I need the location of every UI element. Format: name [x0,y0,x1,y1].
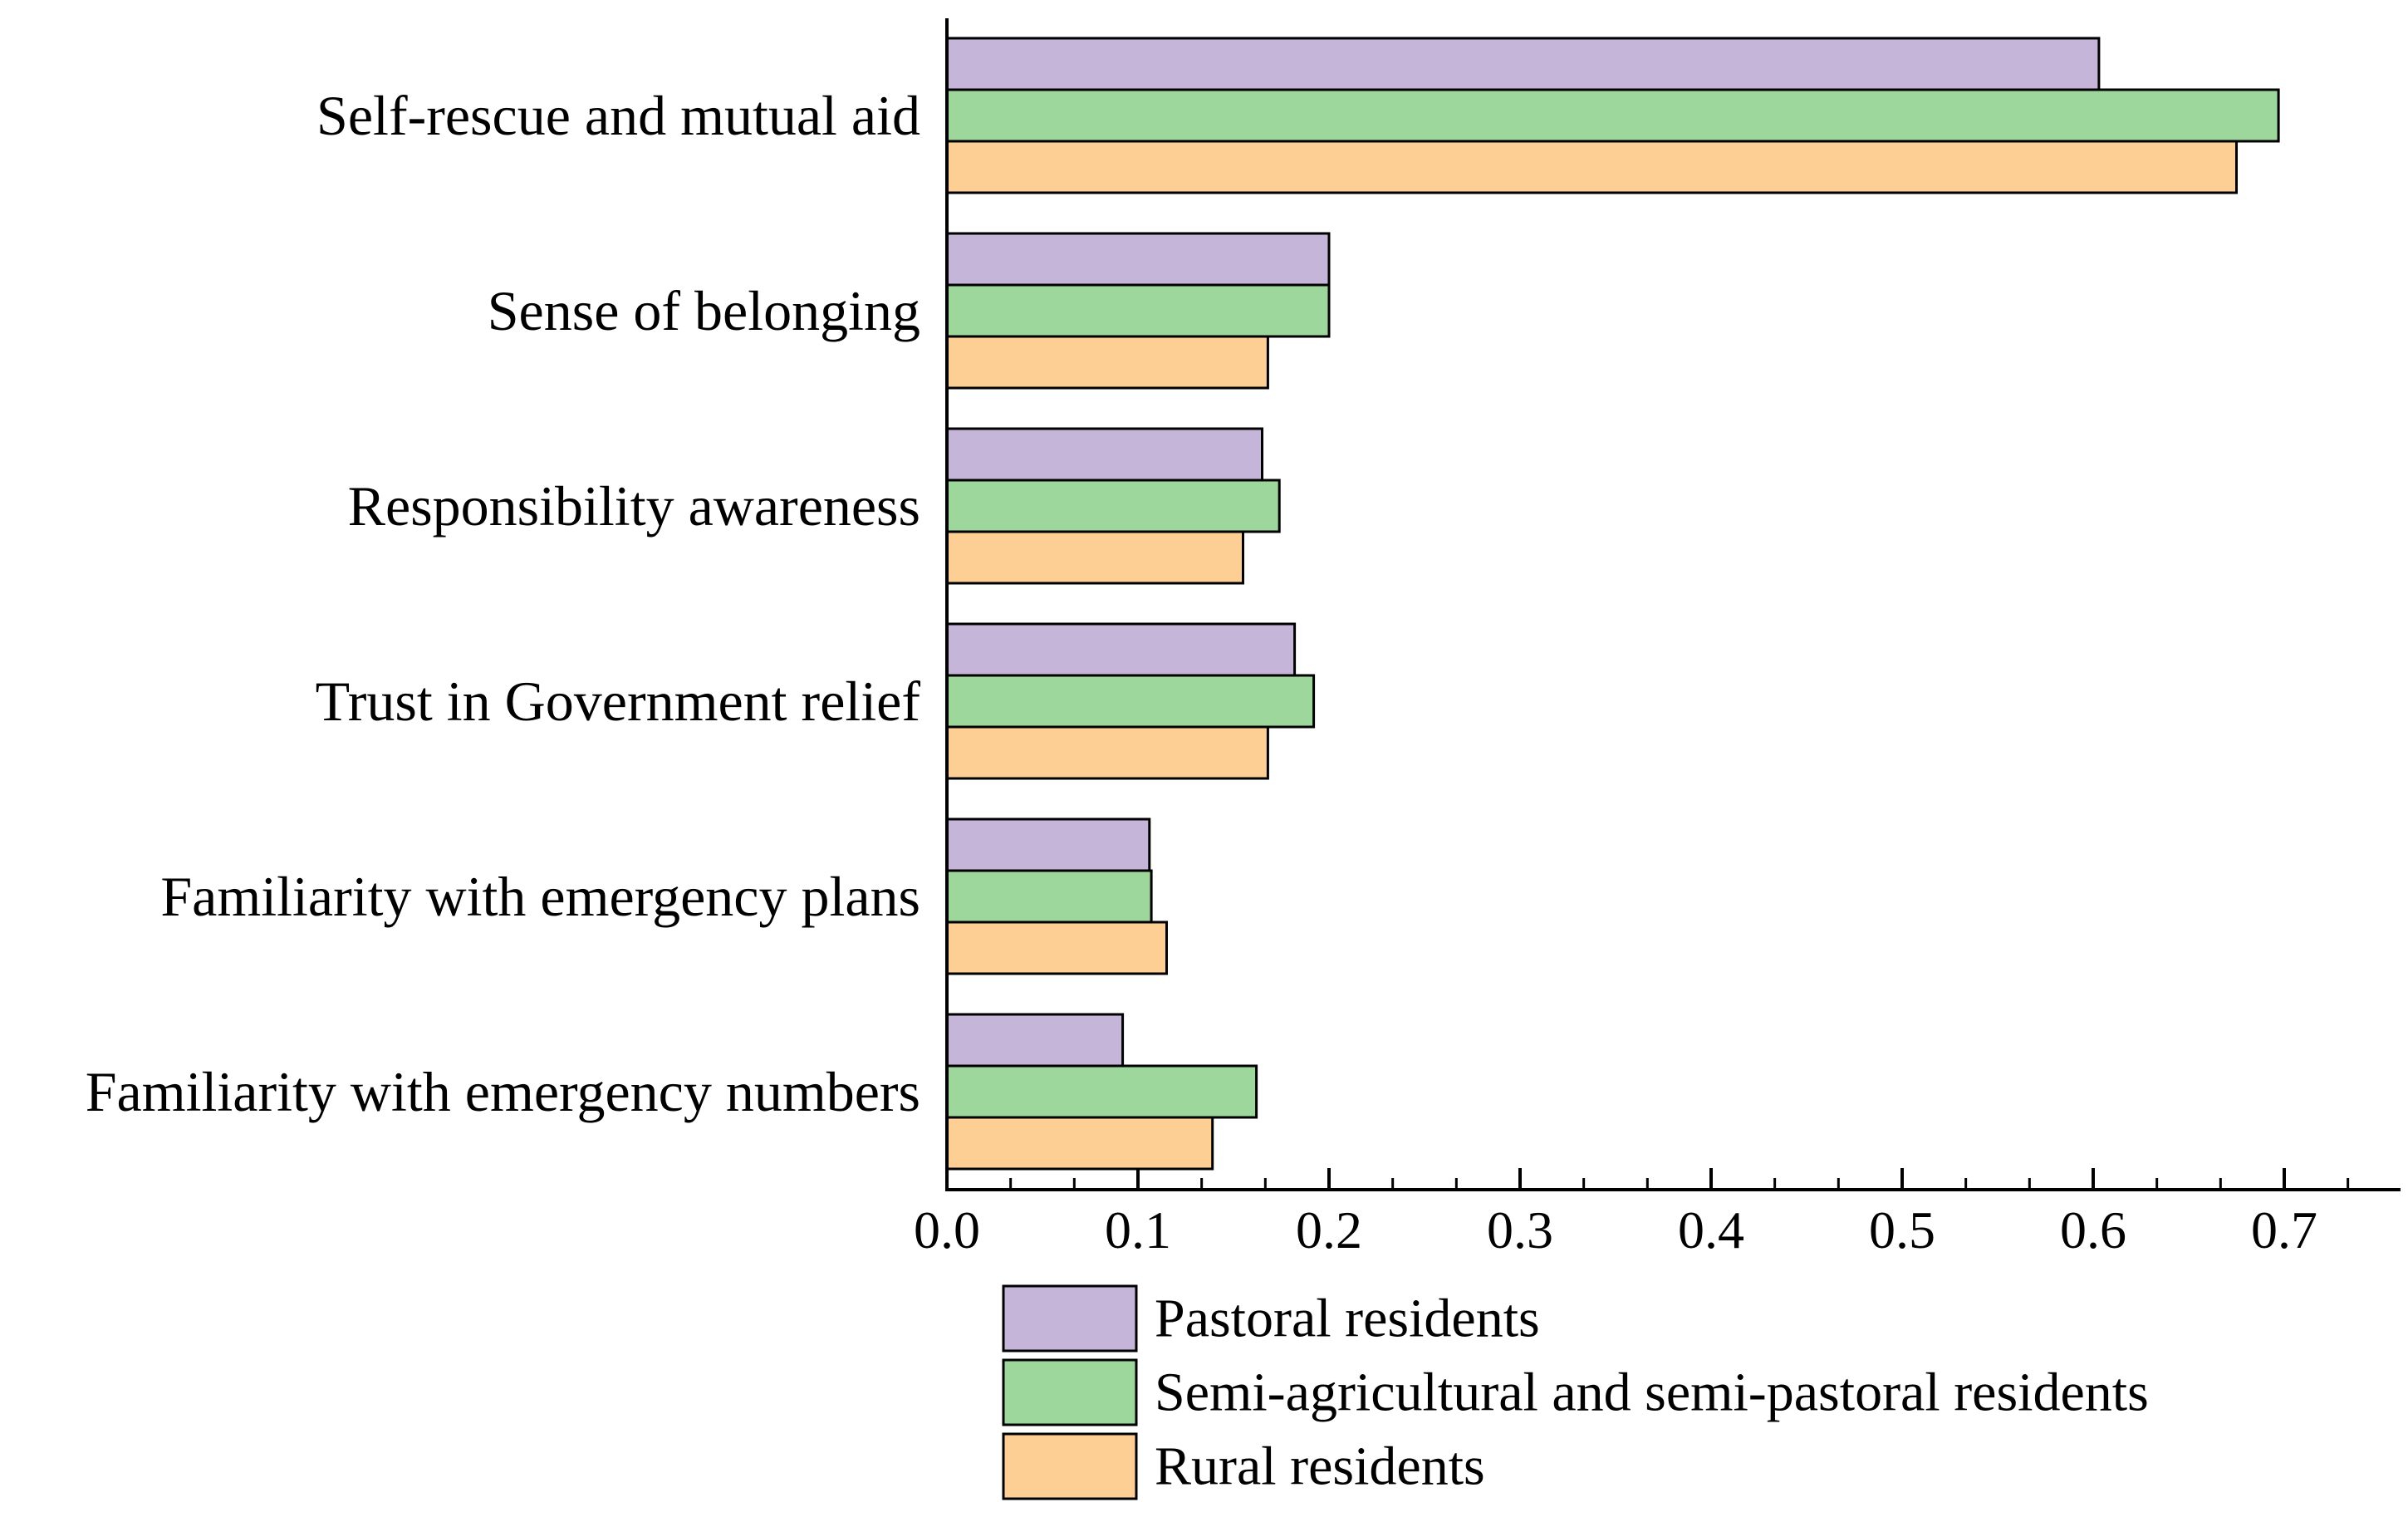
bar-3-series-3 [945,530,1244,585]
bar-5-series-1 [945,817,1151,872]
bar-1-series-1 [945,37,2101,91]
bar-2-series-2 [945,283,1331,338]
x-tick-label-7: 0.6 [2060,1200,2126,1259]
category-label-6: Familiarity with emergency numbers [86,1060,920,1123]
bar-4-series-2 [945,674,1316,729]
bar-5-series-2 [945,869,1153,924]
bar-5-series-3 [945,921,1168,975]
x-tick-label-5: 0.4 [1678,1200,1744,1259]
bar-6-series-3 [945,1116,1214,1171]
legend-label-3: Rural residents [1155,1436,1485,1497]
category-label-1: Self-rescue and mutual aid [316,84,920,147]
category-label-3: Responsibility awareness [348,474,920,538]
legend-swatch-1 [1002,1284,1138,1353]
legend: Pastoral residents Semi-agricultural and … [1002,1284,2149,1500]
x-tick-label-3: 0.2 [1296,1200,1362,1259]
bar-1-series-2 [945,88,2280,143]
bar-1-series-3 [945,140,2238,194]
legend-label-2: Semi-agricultural and semi-pastoral resi… [1155,1362,2149,1423]
legend-swatch-2 [1002,1358,1138,1426]
category-label-2: Sense of belonging [488,279,920,342]
x-tick-label-8: 0.7 [2251,1200,2317,1259]
x-tick-label-6: 0.5 [1869,1200,1935,1259]
x-tick-label-2: 0.1 [1105,1200,1171,1259]
bar-6-series-2 [945,1064,1258,1119]
category-labels-group: Self-rescue and mutual aid Sense of belon… [86,84,921,1123]
legend-label-1: Pastoral residents [1155,1289,1540,1349]
legend-swatch-3 [1002,1432,1138,1500]
x-tick-label-4: 0.3 [1487,1200,1553,1259]
bar-3-series-1 [945,427,1263,482]
bar-4-series-3 [945,725,1269,780]
bars-group [945,37,2280,1171]
bar-2-series-1 [945,232,1331,287]
bar-2-series-3 [945,335,1269,390]
category-label-5: Familiarity with emergency plans [160,865,920,928]
axes-group [945,18,2401,1191]
x-ticks-group: 0.0 0.1 0.2 0.3 0.4 0.5 0.6 0.7 [914,1168,2350,1259]
category-label-4: Trust in Government relief [316,670,921,733]
x-tick-label-1: 0.0 [914,1200,980,1259]
bar-4-series-1 [945,622,1297,677]
bar-6-series-1 [945,1013,1125,1068]
bar-3-series-2 [945,479,1281,533]
